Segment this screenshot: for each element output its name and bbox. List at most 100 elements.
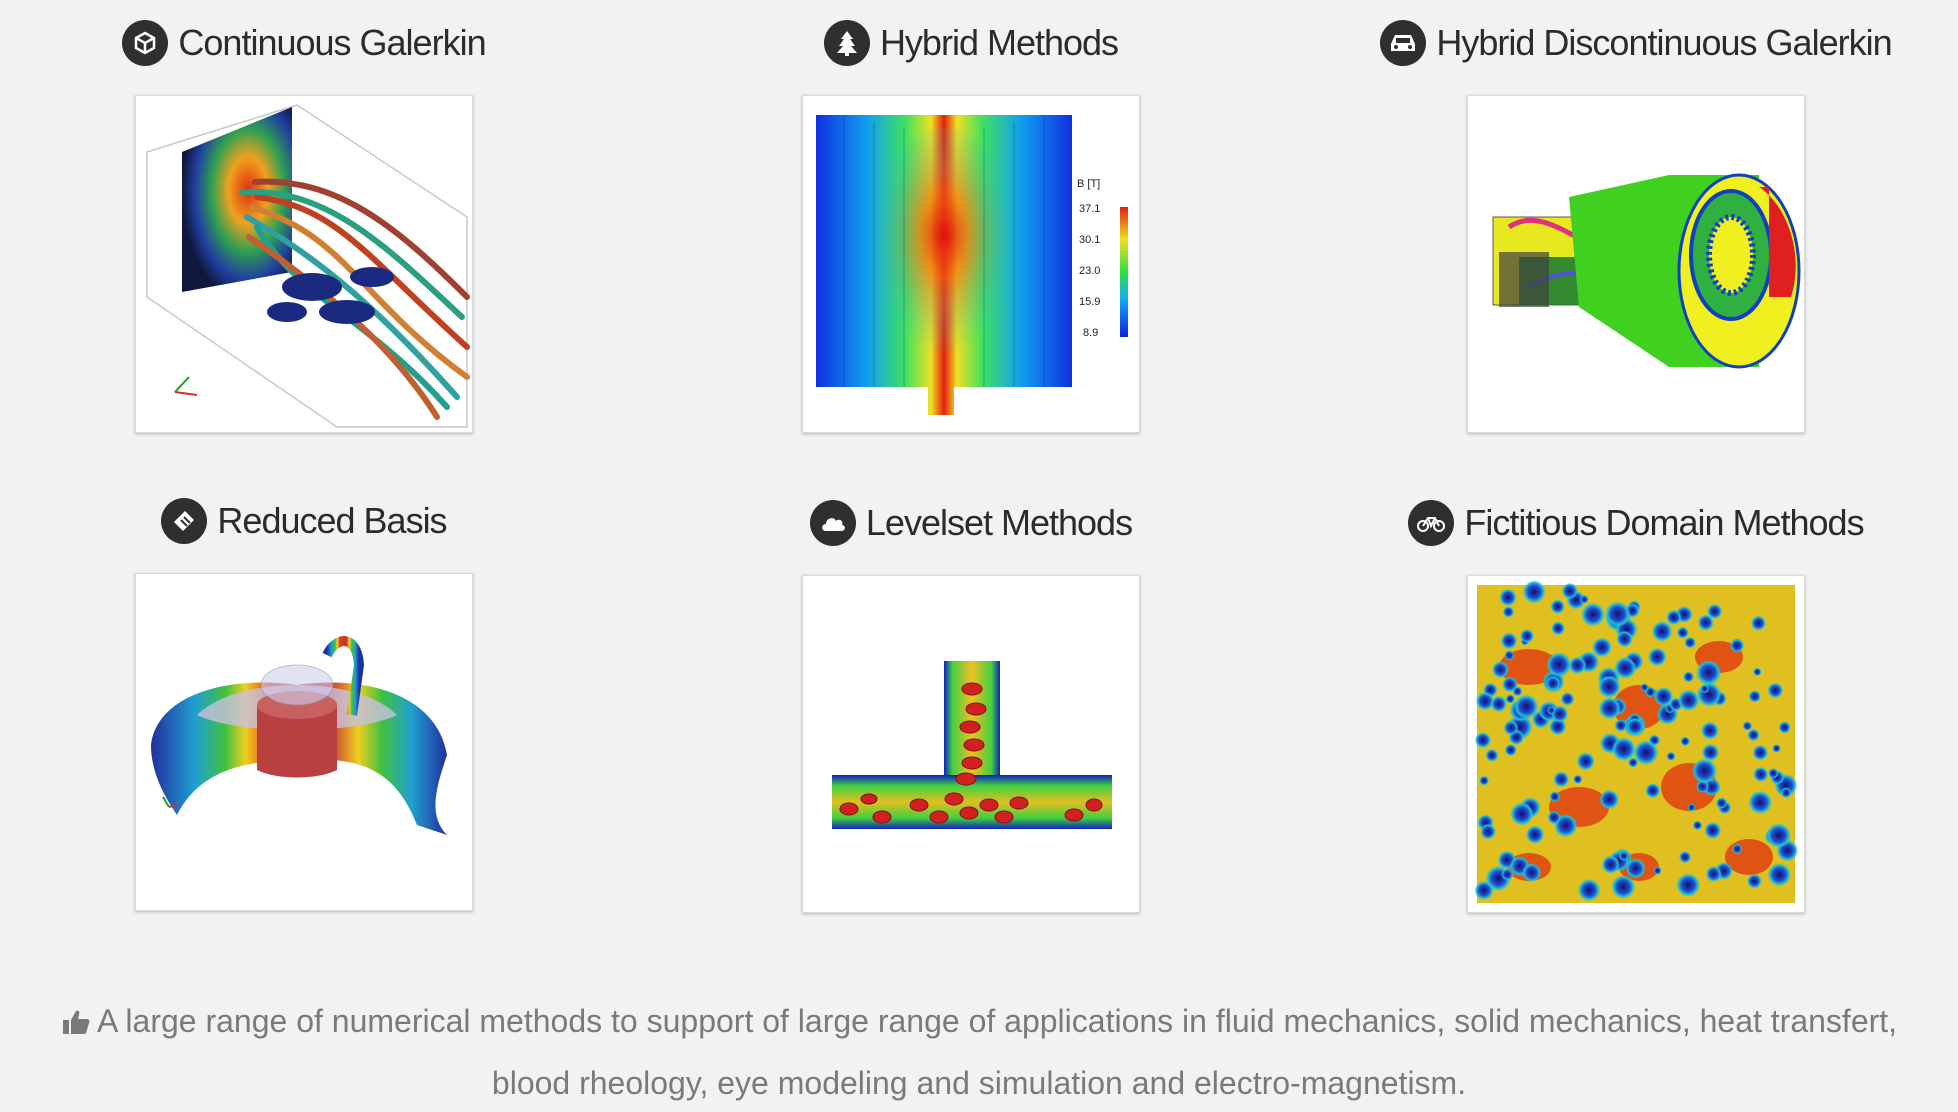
- particle: [1653, 866, 1662, 875]
- card-title[interactable]: Hybrid Methods: [631, 15, 1311, 71]
- particle: [1576, 752, 1595, 771]
- card-thumbnail[interactable]: [1467, 95, 1805, 433]
- card-hybrid-methods: Hybrid Methods B [T] 37.1: [631, 15, 1311, 433]
- card-thumbnail[interactable]: [135, 95, 473, 433]
- particle: [1547, 706, 1556, 715]
- particle: [1766, 823, 1791, 848]
- card-title-text: Hybrid Methods: [879, 22, 1119, 63]
- particle: [1561, 582, 1578, 600]
- footer-tagline: A large range of numerical methods to su…: [0, 992, 1958, 1112]
- magnetic-field-image: B [T] 37.1 30.1 23.0 15.9 8.9: [816, 115, 1128, 415]
- card-title-text: Levelset Methods: [865, 502, 1133, 543]
- card-thumbnail[interactable]: [1467, 575, 1805, 913]
- particle: [1510, 802, 1534, 826]
- card-title[interactable]: Continuous Galerkin: [0, 15, 644, 71]
- particle: [1618, 850, 1629, 861]
- particle: [1705, 865, 1722, 882]
- particle: [1577, 878, 1601, 902]
- particle: [1480, 823, 1496, 840]
- tree-icon: [823, 20, 870, 66]
- particle: [1550, 599, 1565, 614]
- colorbar-tick: 23.0: [1079, 265, 1100, 277]
- particle: [1522, 863, 1542, 883]
- particle: [1696, 660, 1722, 686]
- particle: [1680, 736, 1690, 747]
- particle: [1598, 697, 1621, 720]
- blood-flow-image: [832, 661, 1112, 829]
- particle: [1614, 719, 1628, 732]
- particle: [1767, 682, 1784, 699]
- particle: [1581, 602, 1605, 627]
- particle: [1647, 647, 1667, 667]
- particle: [1503, 720, 1519, 736]
- particle: [1633, 740, 1659, 766]
- particle: [1645, 783, 1661, 799]
- particle: [1560, 692, 1575, 706]
- colorbar-tick: 8.9: [1083, 327, 1098, 339]
- particle: [1490, 695, 1507, 713]
- card-title-text: Hybrid Discontinuous Galerkin: [1436, 22, 1892, 63]
- particle: [1640, 683, 1649, 692]
- particle: [1767, 862, 1791, 887]
- particle: [1677, 689, 1700, 711]
- colorbar-tick: 30.1: [1079, 234, 1100, 246]
- streamline-image: [146, 104, 470, 428]
- particle: [1666, 609, 1682, 625]
- particle: [1780, 787, 1792, 798]
- particle: [1752, 744, 1769, 761]
- turbine-image: [1492, 173, 1801, 369]
- card-levelset-methods: Levelset Methods: [631, 495, 1311, 913]
- particle: [1768, 768, 1779, 779]
- footer-line-2: blood rheology, eye modeling and simulat…: [491, 1065, 1467, 1101]
- particle: [1747, 728, 1760, 742]
- particle: [1475, 691, 1495, 711]
- card-title[interactable]: Reduced Basis: [0, 493, 644, 549]
- card-title[interactable]: Fictitious Domain Methods: [1296, 495, 1958, 551]
- card-thumbnail[interactable]: B [T] 37.1 30.1 23.0 15.9 8.9: [802, 95, 1140, 433]
- card-title-text: Reduced Basis: [217, 500, 447, 541]
- particle: [1707, 603, 1723, 619]
- particle: [1479, 775, 1489, 786]
- particle: [1601, 855, 1620, 874]
- particle: [1683, 671, 1695, 683]
- particle: [1701, 743, 1720, 762]
- particle: [1546, 652, 1572, 678]
- particle-field-image: [1474, 580, 1799, 903]
- particle: [1628, 757, 1639, 768]
- ticket-icon: [161, 498, 208, 544]
- particle: [1522, 580, 1546, 604]
- particle: [1512, 686, 1523, 697]
- particle: [1514, 694, 1539, 719]
- particle: [1474, 880, 1494, 900]
- particle: [1748, 690, 1761, 703]
- particle: [1730, 638, 1745, 653]
- card-thumbnail[interactable]: [135, 573, 473, 911]
- cube-icon: [122, 20, 169, 66]
- colorbar: [1120, 207, 1128, 337]
- particle: [1504, 650, 1515, 661]
- particle: [1753, 766, 1769, 782]
- particle: [1499, 588, 1517, 607]
- card-thumbnail[interactable]: [802, 575, 1140, 913]
- card-title[interactable]: Hybrid Discontinuous Galerkin: [1296, 15, 1958, 71]
- particle: [1573, 774, 1583, 784]
- particle: [1501, 868, 1514, 881]
- particle: [1611, 737, 1636, 762]
- particle: [1692, 820, 1703, 831]
- particle: [1778, 721, 1791, 734]
- particle: [1691, 758, 1718, 784]
- particle: [1626, 717, 1644, 736]
- particle: [1704, 821, 1722, 839]
- particle: [1520, 629, 1534, 643]
- particle: [1697, 614, 1714, 631]
- particle: [1772, 744, 1781, 753]
- card-title-text: Fictitious Domain Methods: [1464, 502, 1864, 543]
- particle: [1504, 743, 1517, 757]
- particle: [1549, 718, 1567, 736]
- particle: [1579, 594, 1589, 604]
- cloud-icon: [809, 500, 856, 546]
- particle: [1747, 873, 1762, 889]
- card-title[interactable]: Levelset Methods: [631, 495, 1311, 551]
- particle: [1614, 656, 1637, 679]
- bicycle-icon: [1408, 500, 1455, 546]
